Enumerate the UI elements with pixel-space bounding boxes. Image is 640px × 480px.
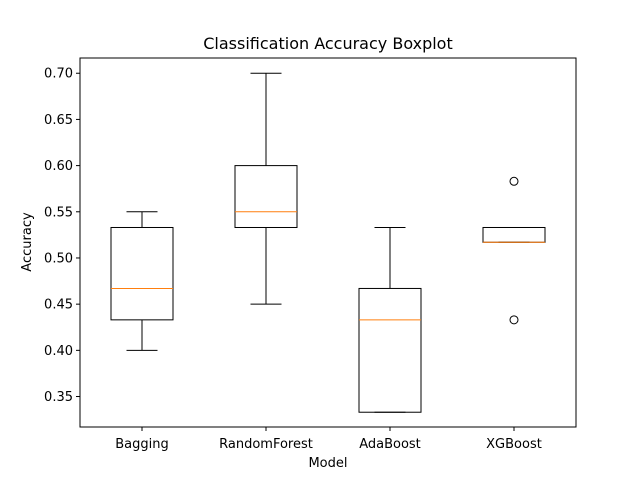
y-tick-label: 0.50 [44, 251, 73, 266]
y-tick-label: 0.35 [44, 390, 73, 405]
x-tick-label: AdaBoost [359, 437, 421, 452]
box-randomforest [234, 72, 298, 305]
box-adaboost [358, 226, 422, 413]
box-xgboost [482, 176, 546, 325]
box-bagging [110, 211, 174, 351]
x-axis-label: Model [308, 456, 347, 471]
plot-layer: 0.35 0.40 0.45 0.50 0.55 0.60 0.65 0.70 Bagging R… [44, 67, 546, 452]
y-tick-label: 0.70 [44, 67, 73, 82]
outlier-point [509, 176, 519, 186]
x-tick-label: XGBoost [486, 437, 542, 452]
y-tick-label: 0.60 [44, 159, 73, 174]
outlier-point [509, 315, 519, 325]
y-tick-label: 0.65 [44, 113, 73, 128]
x-tick-label: Bagging [115, 437, 169, 452]
axes-frame [79, 57, 577, 428]
y-tick-label: 0.45 [44, 298, 73, 313]
chart-title: Classification Accuracy Boxplot [203, 34, 453, 53]
y-axis-label: Accuracy [20, 212, 35, 272]
y-tick-label: 0.40 [44, 344, 73, 359]
x-tick-label: RandomForest [219, 437, 313, 452]
iqr-box [110, 226, 174, 321]
iqr-box [358, 287, 422, 413]
y-tick-label: 0.55 [44, 205, 73, 220]
iqr-box [234, 165, 298, 228]
